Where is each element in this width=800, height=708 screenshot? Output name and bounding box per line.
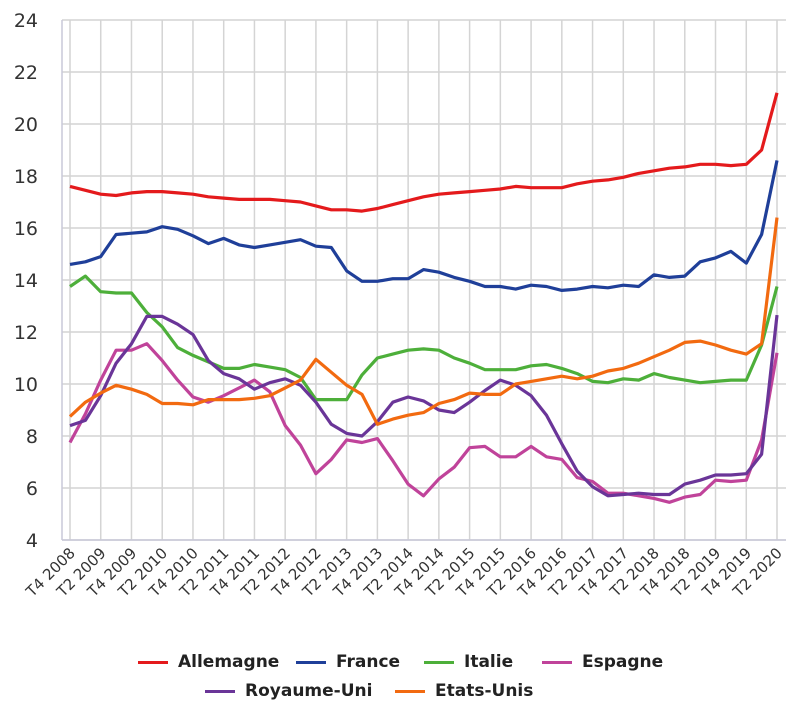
y-tick-label: 18: [14, 166, 38, 188]
legend-item-italie: Italie: [424, 652, 513, 672]
series-line-royaume-uni: [69, 314, 779, 498]
series-line-france: [69, 160, 779, 292]
y-tick-label: 20: [14, 114, 38, 136]
y-tick-label: 14: [14, 270, 38, 292]
legend-label: Allemagne: [178, 652, 280, 672]
legend-swatch: [542, 660, 572, 664]
legend-swatch: [296, 660, 326, 664]
legend-item-etats-unis: Etats-Unis: [395, 681, 533, 701]
y-tick-label: 8: [26, 426, 38, 448]
legend-swatch: [395, 689, 425, 693]
series-line-italie: [69, 274, 779, 402]
series-line-espagne: [68, 342, 779, 504]
y-tick-label: 6: [26, 478, 38, 500]
series-line-etats-unis: [68, 217, 779, 426]
series-line-allemagne: [69, 92, 779, 213]
legend-label: Espagne: [582, 652, 664, 672]
legend-label: France: [336, 652, 401, 672]
legend-swatch: [424, 660, 454, 664]
legend-swatch: [138, 660, 168, 664]
legend-label: Royaume-Uni: [245, 681, 373, 701]
legend-item-espagne: Espagne: [542, 652, 663, 672]
y-tick-label: 24: [14, 10, 38, 32]
legend-item-allemagne: Allemagne: [138, 652, 279, 672]
y-tick-label: 12: [14, 322, 38, 344]
legend-item-royaume-uni: Royaume-Uni: [205, 681, 372, 701]
y-tick-label: 22: [14, 62, 38, 84]
legend-label: Italie: [464, 652, 514, 672]
legend-label: Etats-Unis: [435, 681, 534, 701]
legend-swatch: [205, 689, 235, 693]
y-tick-label: 16: [14, 218, 38, 240]
y-tick-label: 4: [26, 530, 38, 552]
y-tick-label: 10: [14, 374, 38, 396]
legend-item-france: France: [296, 652, 400, 672]
